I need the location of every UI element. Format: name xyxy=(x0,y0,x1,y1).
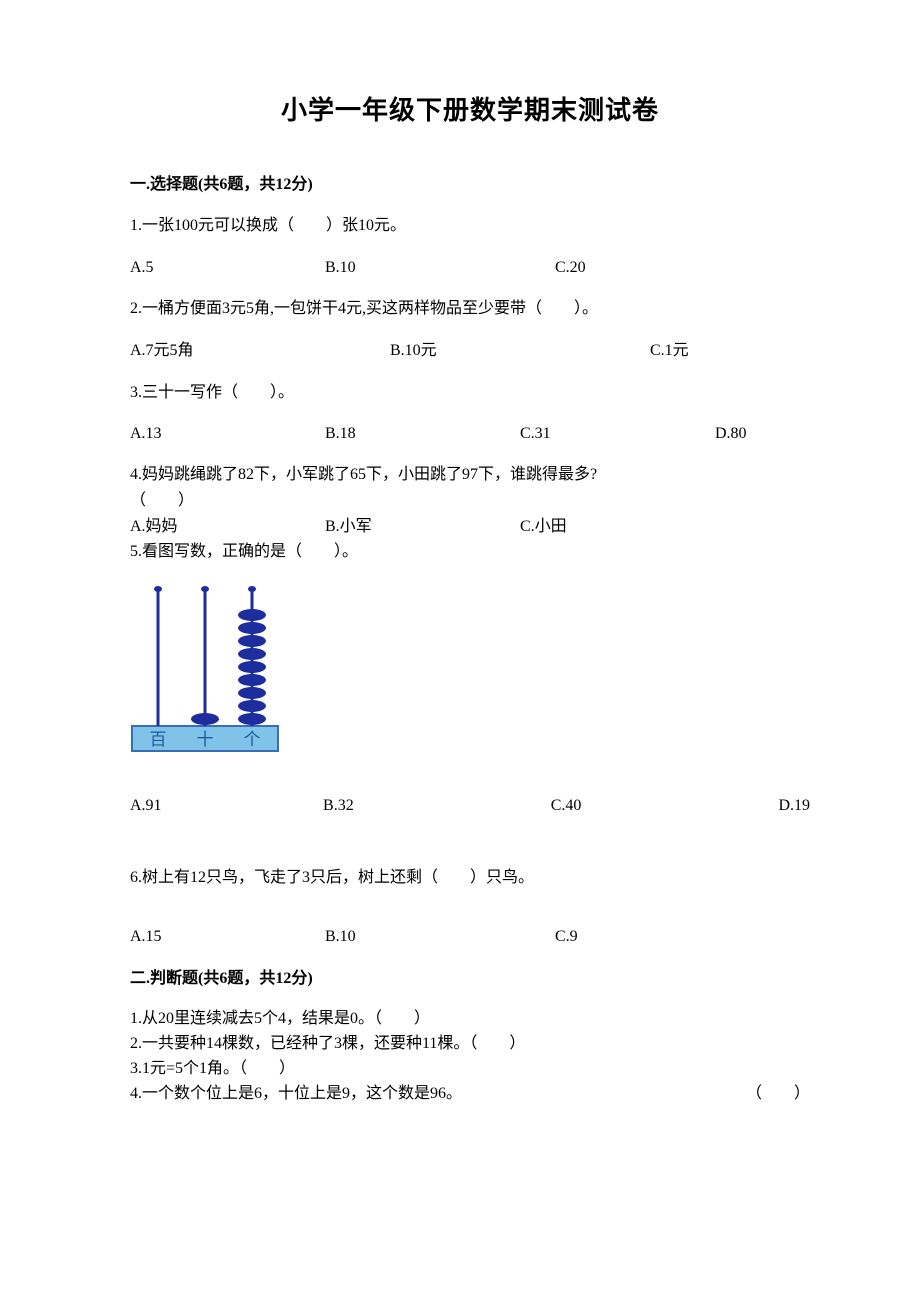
q4-option-b: B.小军 xyxy=(325,515,520,539)
q3-options: A.13 B.18 C.31 D.80 xyxy=(130,421,810,447)
q3-option-a: A.13 xyxy=(130,421,325,447)
abacus-svg: 百 十 个 xyxy=(130,584,280,754)
q6-text: 6.树上有12只鸟，飞走了3只后，树上还剩（ ）只鸟。 xyxy=(130,865,810,891)
q5-text: 5.看图写数，正确的是（ ）。 xyxy=(130,539,810,565)
question-4: 4.妈妈跳绳跳了82下，小军跳了65下，小田跳了97下，谁跳得最多? （ ） A… xyxy=(130,463,810,539)
q6-options: A.15 B.10 C.9 xyxy=(130,924,810,950)
q1-option-c: C.20 xyxy=(555,255,586,281)
judge-q4: 4.一个数个位上是6，十位上是9，这个数是96。 （ ） xyxy=(130,1082,810,1107)
question-2: 2.一桶方便面3元5角,一包饼干4元,买这两样物品至少要带（ ）。 A.7元5角… xyxy=(130,296,810,363)
q2-option-b: B.10元 xyxy=(390,338,650,364)
q5-options: A.91 B.32 C.40 D.19 xyxy=(130,793,810,819)
q6-option-b: B.10 xyxy=(325,924,555,950)
judge-q2: 2.一共要种14棵数，已经种了3棵，还要种11棵。（ ） xyxy=(130,1032,810,1057)
abacus-label-ones: 个 xyxy=(244,730,261,749)
question-5: 5.看图写数，正确的是（ ）。 百 十 个 xyxy=(130,539,810,819)
q4-options: A.妈妈 B.小军 C.小田 xyxy=(130,515,810,539)
q6-option-a: A.15 xyxy=(130,924,325,950)
judge-q4-text: 4.一个数个位上是6，十位上是9，这个数是96。 xyxy=(130,1082,462,1107)
q3-option-d: D.80 xyxy=(715,421,747,447)
q1-option-a: A.5 xyxy=(130,255,325,281)
q2-option-a: A.7元5角 xyxy=(130,338,390,364)
q6-option-c: C.9 xyxy=(555,924,578,950)
question-1: 1.一张100元可以换成（ ）张10元。 A.5 B.10 C.20 xyxy=(130,213,810,280)
q4-line1: 4.妈妈跳绳跳了82下，小军跳了65下，小田跳了97下，谁跳得最多? xyxy=(130,463,810,487)
q5-option-c: C.40 xyxy=(551,793,779,819)
abacus-label-tens: 十 xyxy=(197,730,214,749)
abacus-label-hundreds: 百 xyxy=(150,730,167,749)
judge-q1: 1.从20里连续减去5个4，结果是0。（ ） xyxy=(130,1007,810,1032)
section-1-header: 一.选择题(共6题，共12分) xyxy=(130,172,810,198)
q1-text: 1.一张100元可以换成（ ）张10元。 xyxy=(130,213,810,239)
question-6: 6.树上有12只鸟，飞走了3只后，树上还剩（ ）只鸟。 A.15 B.10 C.… xyxy=(130,865,810,950)
q5-option-a: A.91 xyxy=(130,793,323,819)
q3-text: 3.三十一写作（ ）。 xyxy=(130,380,810,406)
exam-title: 小学一年级下册数学期末测试卷 xyxy=(130,90,810,132)
abacus-figure: 百 十 个 xyxy=(130,584,810,763)
q4-line2: （ ） xyxy=(130,489,810,513)
judge-q3: 3.1元=5个1角。（ ） xyxy=(130,1057,810,1082)
q4-option-a: A.妈妈 xyxy=(130,515,325,539)
q2-option-c: C.1元 xyxy=(650,338,689,364)
question-3: 3.三十一写作（ ）。 A.13 B.18 C.31 D.80 xyxy=(130,380,810,447)
q1-options: A.5 B.10 C.20 xyxy=(130,255,810,281)
section-2-header: 二.判断题(共6题，共12分) xyxy=(130,966,810,992)
q3-option-c: C.31 xyxy=(520,421,715,447)
q5-option-b: B.32 xyxy=(323,793,551,819)
q2-options: A.7元5角 B.10元 C.1元 xyxy=(130,338,810,364)
q5-option-d: D.19 xyxy=(778,793,810,819)
judge-q4-blank: （ ） xyxy=(746,1082,810,1107)
q2-text: 2.一桶方便面3元5角,一包饼干4元,买这两样物品至少要带（ ）。 xyxy=(130,296,810,322)
q3-option-b: B.18 xyxy=(325,421,520,447)
q1-option-b: B.10 xyxy=(325,255,555,281)
q4-option-c: C.小田 xyxy=(520,515,567,539)
